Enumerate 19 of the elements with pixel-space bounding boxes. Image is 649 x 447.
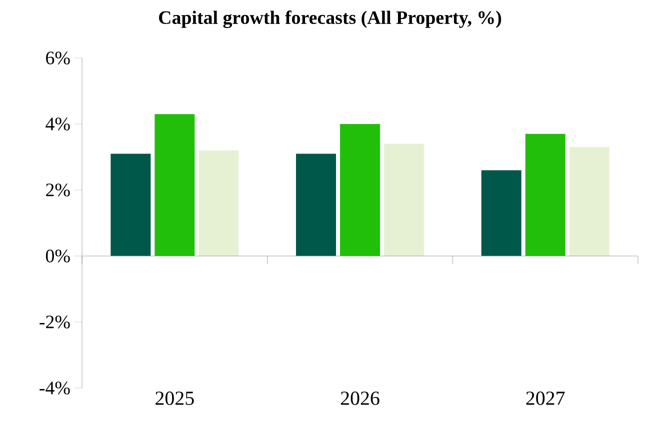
- x-tick-label: 2026: [340, 392, 380, 405]
- bar: [384, 144, 424, 256]
- bar: [110, 154, 151, 256]
- bar: [340, 124, 380, 256]
- bar: [154, 114, 195, 256]
- bar: [569, 147, 610, 256]
- bar: [198, 150, 239, 256]
- x-tick-label: 2027: [526, 392, 565, 405]
- bar: [481, 170, 522, 256]
- y-tick-label: -2%: [40, 316, 70, 328]
- x-tick-label: 2025: [156, 392, 194, 405]
- bar: [525, 134, 566, 256]
- y-tick-label: 0%: [46, 250, 70, 262]
- y-tick-label: -4%: [40, 382, 70, 394]
- bar: [296, 154, 336, 256]
- y-tick-label: 6%: [46, 52, 70, 64]
- y-tick-label: 4%: [46, 118, 70, 130]
- y-tick-label: 2%: [46, 184, 70, 196]
- chart-title: Capital growth forecasts (All Property, %): [159, 10, 502, 28]
